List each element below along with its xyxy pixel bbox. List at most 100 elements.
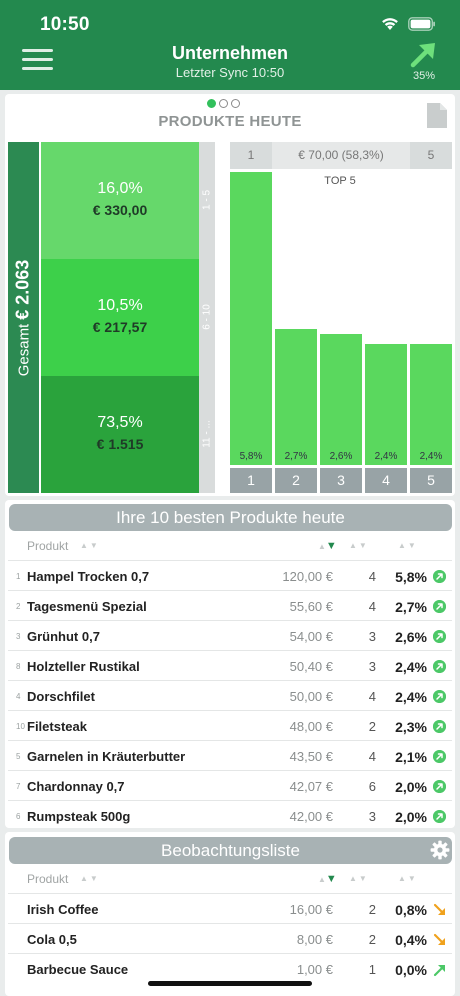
top5-rank-tick[interactable]: 4 [365, 468, 407, 493]
sort-arrows-icon[interactable]: ▲▼ [349, 541, 369, 550]
status-icons [380, 16, 436, 31]
top5-bar[interactable] [275, 329, 317, 465]
top5-bar-label: 2,4% [374, 451, 398, 462]
trend-down-icon [433, 933, 447, 947]
row-product-name: Barbecue Sauce [27, 962, 129, 977]
table-row[interactable]: Irish Coffee 16,00 € 2 0,8% [8, 893, 452, 923]
hamburger-menu-icon[interactable] [22, 47, 53, 73]
row-rank: 1 [16, 572, 21, 581]
top5-header-start[interactable]: 1 [230, 142, 272, 169]
row-product-name: Holzteller Rustikal [27, 659, 140, 674]
row-share: 2,0% [395, 809, 427, 825]
top5-bar[interactable] [410, 344, 452, 465]
row-quantity: 4 [368, 689, 376, 704]
segment-value: € 330,00 [92, 202, 148, 218]
row-price: 120,00 € [282, 569, 333, 584]
row-share: 5,8% [395, 569, 427, 585]
document-icon[interactable] [426, 102, 448, 134]
table-row[interactable]: 10 Filetsteak 48,00 € 2 2,3% [8, 710, 452, 740]
table-row[interactable]: 7 Chardonnay 0,7 42,07 € 6 2,0% [8, 770, 452, 800]
top5-bar[interactable] [230, 172, 272, 465]
sort-arrows-icon[interactable]: ▲▼ [398, 874, 418, 883]
sort-arrows-icon[interactable]: ▲▼ [398, 541, 418, 550]
row-product-name: Irish Coffee [27, 902, 99, 917]
row-quantity: 2 [368, 719, 376, 734]
range-strip [199, 142, 215, 493]
sort-arrows-icon[interactable]: ▲▼ [80, 874, 100, 883]
sort-active-icon[interactable]: ▲▼ [318, 540, 337, 552]
row-quantity: 4 [368, 749, 376, 764]
row-rank: 2 [16, 602, 21, 611]
row-product-name: Garnelen in Kräuterbutter [27, 749, 186, 764]
row-price: 50,40 € [289, 659, 333, 674]
top5-bar-label: 2,7% [284, 451, 308, 462]
row-rank: 4 [16, 692, 21, 701]
row-quantity: 2 [368, 902, 376, 917]
revenue-segment-top10[interactable]: 10,5% € 217,57 [41, 259, 199, 376]
trend-up-icon [433, 810, 446, 823]
watchlist-column-product[interactable]: Produkt [27, 872, 69, 886]
top5-chart-title: TOP 5 [324, 175, 356, 187]
top5-bar[interactable] [320, 334, 362, 465]
row-share: 2,4% [395, 659, 427, 675]
trend-badge[interactable]: 35% [404, 42, 444, 82]
revenue-segment-top5[interactable]: 16,0% € 330,00 [41, 142, 199, 259]
table-row[interactable]: 4 Dorschfilet 50,00 € 4 2,4% [8, 680, 452, 710]
app-header: 10:50 Unternehmen Letzter Sync 10:50 35% [0, 0, 460, 90]
top10-title: Ihre 10 besten Produkte heute [9, 504, 452, 531]
row-share: 0,0% [395, 962, 427, 978]
table-row[interactable]: 2 Tagesmenü Spezial 55,60 € 4 2,7% [8, 590, 452, 620]
page-dot[interactable] [219, 99, 228, 108]
row-share: 2,0% [395, 779, 427, 795]
revenue-segment-rest[interactable]: 73,5% € 1.515 [41, 376, 199, 493]
page-title: Unternehmen [171, 43, 288, 63]
row-share: 2,6% [395, 629, 427, 645]
top5-header-end[interactable]: 5 [410, 142, 452, 169]
row-product-name: Filetsteak [27, 719, 87, 734]
top5-bar[interactable] [365, 344, 407, 465]
table-row[interactable]: 3 Grünhut 0,7 54,00 € 3 2,6% [8, 620, 452, 650]
segment-value: € 1.515 [96, 436, 144, 452]
row-price: 54,00 € [289, 629, 333, 644]
table-row[interactable]: 5 Garnelen in Kräuterbutter 43,50 € 4 2,1% [8, 740, 452, 770]
top10-column-product[interactable]: Produkt [27, 539, 69, 553]
status-time: 10:50 [40, 14, 90, 35]
row-share: 0,8% [395, 902, 427, 918]
trend-percentage: 35% [412, 70, 436, 82]
row-quantity: 2 [368, 932, 376, 947]
row-share: 0,4% [395, 932, 427, 948]
table-row[interactable]: Barbecue Sauce 1,00 € 1 0,0% [8, 953, 452, 983]
page-indicator[interactable] [207, 99, 240, 108]
table-row[interactable]: Cola 0,5 8,00 € 2 0,4% [8, 923, 452, 953]
trend-up-icon [433, 720, 446, 733]
row-quantity: 3 [368, 629, 376, 644]
page-dot[interactable] [207, 99, 216, 108]
total-revenue-label: Gesamt € 2.063 [13, 260, 34, 377]
table-row[interactable]: 1 Hampel Trocken 0,7 120,00 € 4 5,8% [8, 560, 452, 590]
row-quantity: 4 [368, 599, 376, 614]
row-quantity: 3 [368, 809, 376, 824]
row-rank: 10 [16, 722, 25, 731]
table-row[interactable]: 6 Rumpsteak 500g 42,00 € 3 2,0% [8, 800, 452, 830]
row-price: 43,50 € [289, 749, 333, 764]
row-rank: 5 [16, 752, 21, 761]
top5-rank-tick[interactable]: 1 [230, 468, 272, 493]
row-quantity: 1 [368, 962, 376, 977]
sort-arrows-icon[interactable]: ▲▼ [349, 874, 369, 883]
segment-percentage: 10,5% [97, 297, 143, 314]
row-rank: 6 [16, 812, 21, 821]
page-dot[interactable] [231, 99, 240, 108]
trend-up-icon [433, 600, 446, 613]
top5-rank-tick[interactable]: 3 [320, 468, 362, 493]
table-row[interactable]: 8 Holzteller Rustikal 50,40 € 3 2,4% [8, 650, 452, 680]
sort-arrows-icon[interactable]: ▲▼ [80, 541, 100, 550]
sort-active-icon[interactable]: ▲▼ [318, 873, 337, 885]
row-rank: 3 [16, 632, 21, 641]
row-price: 1,00 € [296, 962, 333, 977]
top5-rank-tick[interactable]: 2 [275, 468, 317, 493]
top5-rank-tick[interactable]: 5 [410, 468, 452, 493]
gear-icon[interactable] [430, 840, 450, 865]
row-price: 16,00 € [289, 902, 333, 917]
top5-bar-label: 5,8% [239, 451, 263, 462]
row-share: 2,1% [395, 749, 427, 765]
